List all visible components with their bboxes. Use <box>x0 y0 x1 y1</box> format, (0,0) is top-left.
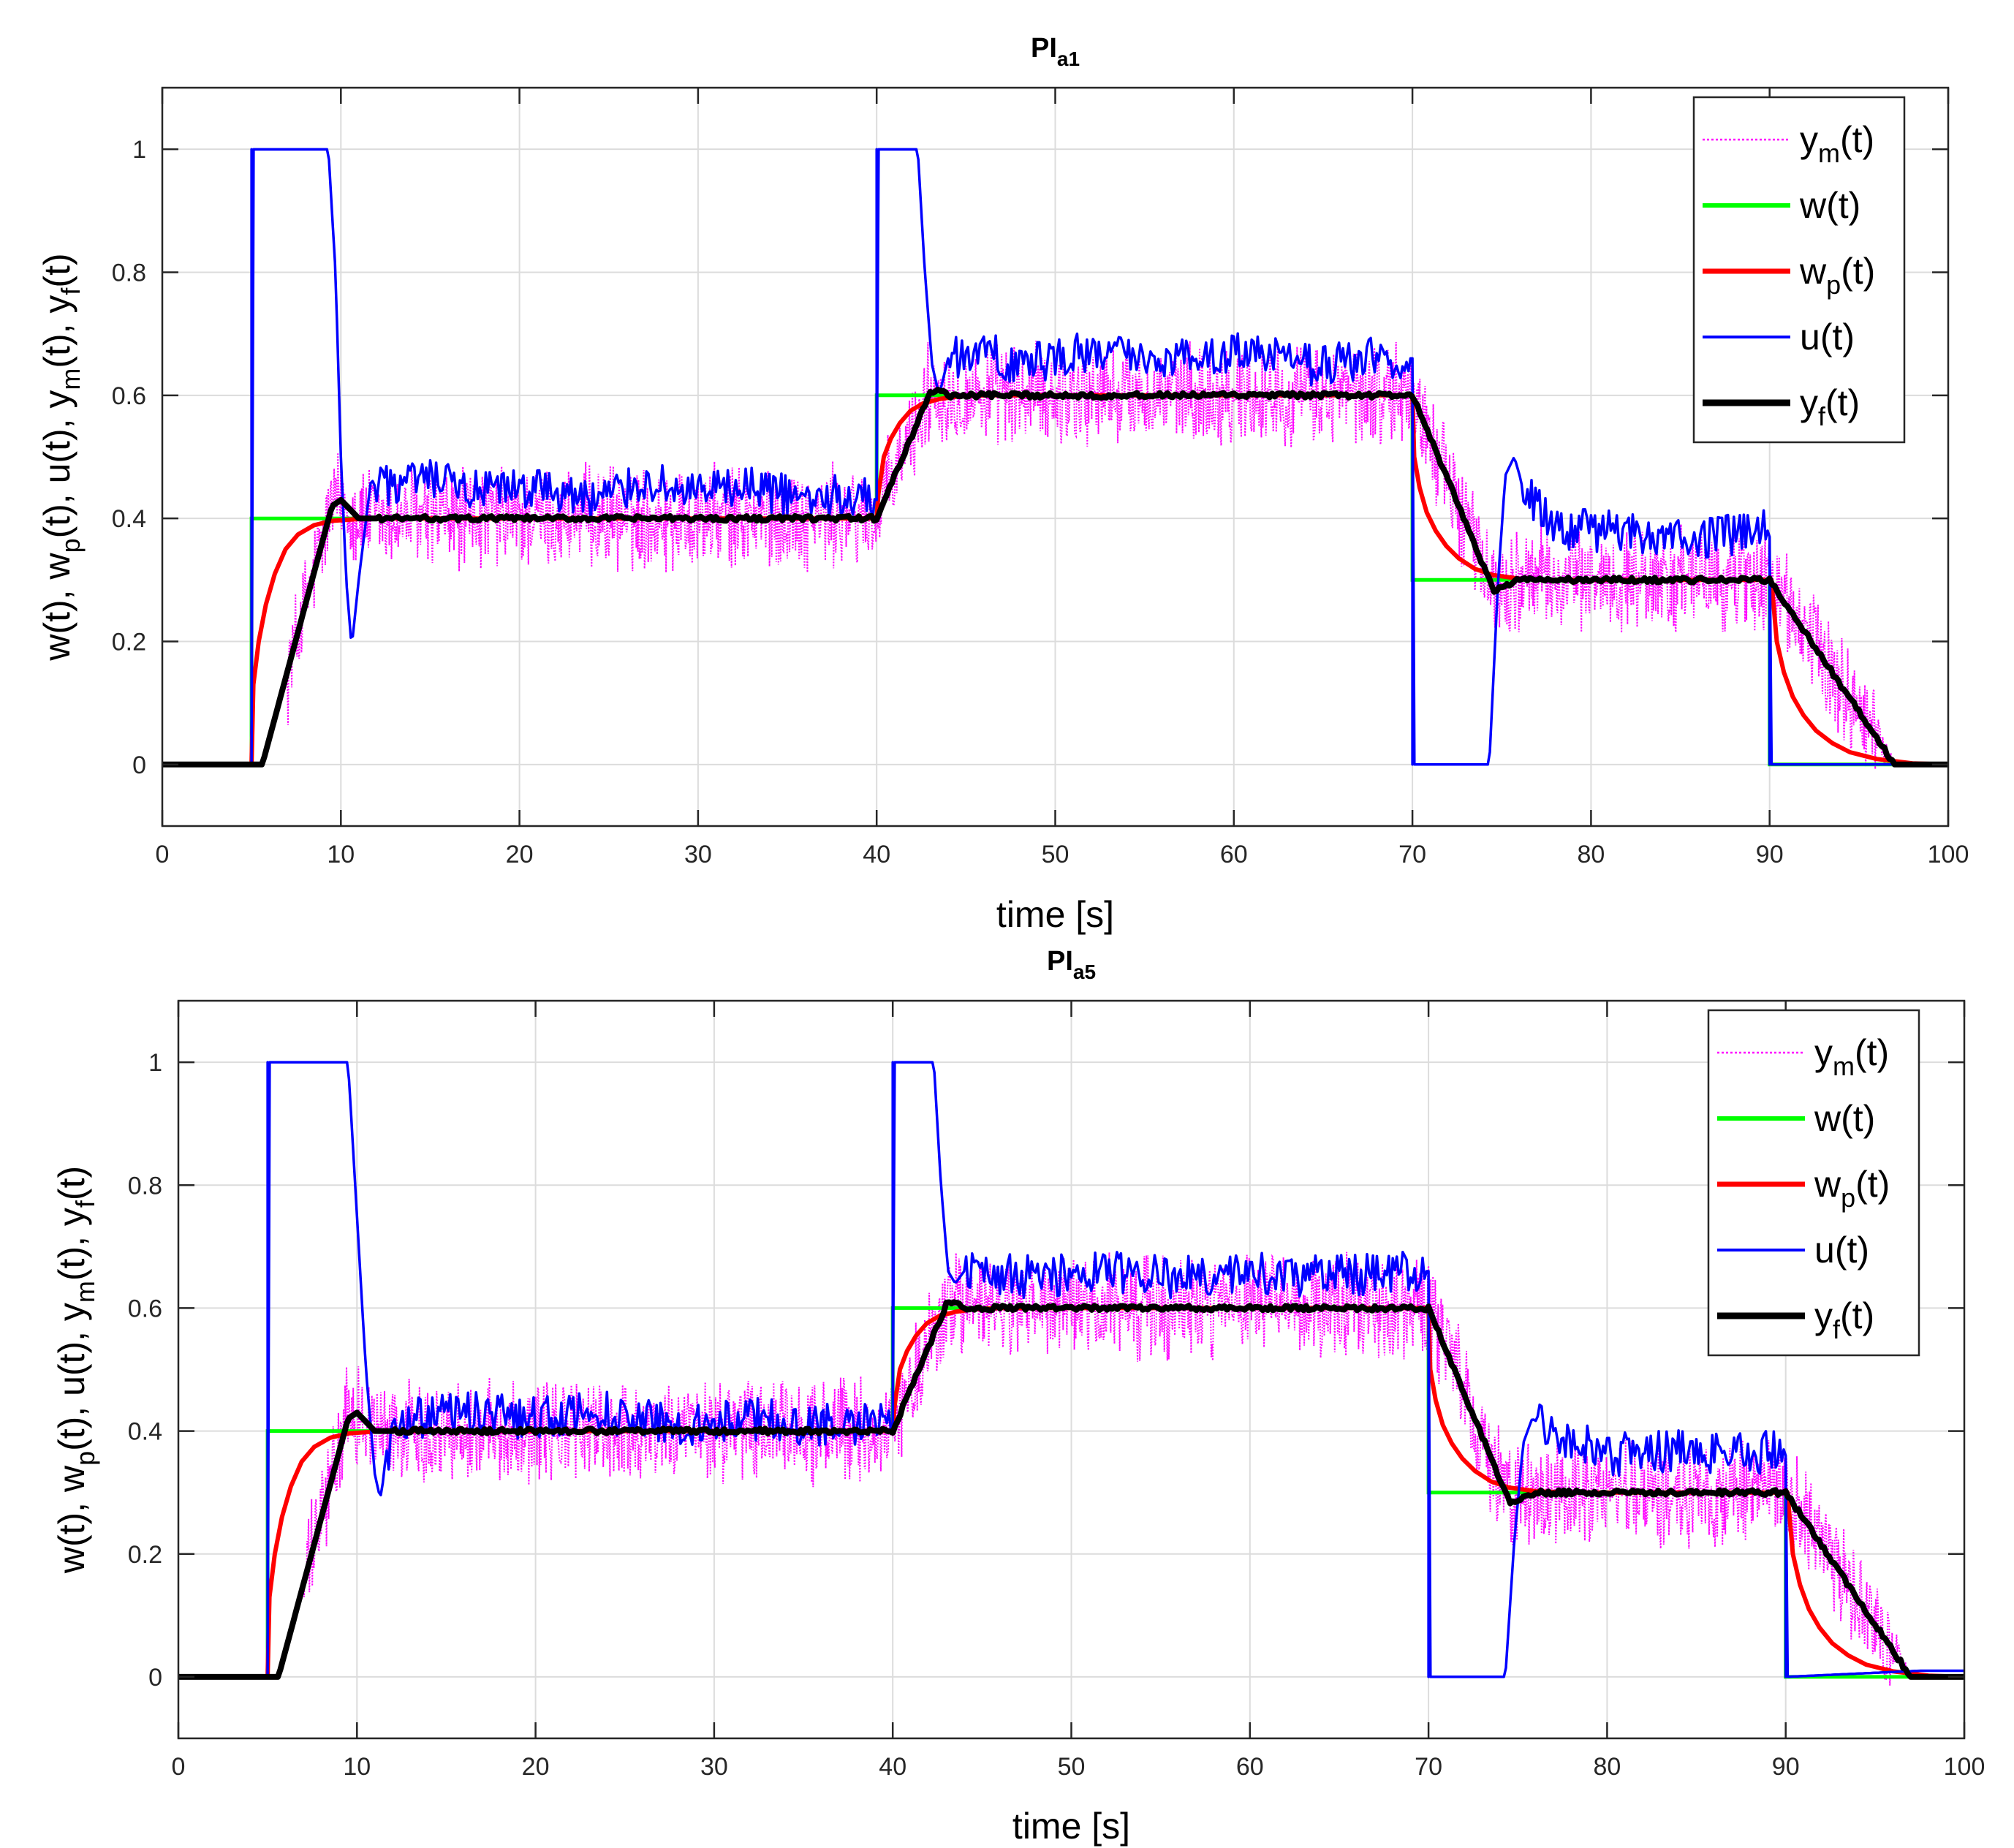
x-tick-label: 70 <box>1415 1753 1442 1781</box>
x-tick-label: 50 <box>1042 841 1070 868</box>
x-tick-label: 30 <box>700 1753 728 1781</box>
y-tick-label: 0.6 <box>112 382 146 410</box>
chart-pi-a5: 0 10 20 30 40 50 60 70 80 90 100 0 0.2 0.4 0.6 0.8 1 PIa5… <box>51 946 1985 1847</box>
series-u-line <box>178 1061 1964 1678</box>
legend: ym(t) w(t) wp(t) u(t) yf(t) <box>1692 96 1906 444</box>
x-tick-label: 50 <box>1058 1753 1086 1781</box>
y-tick-label: 0 <box>148 1664 162 1692</box>
x-tick-label: 60 <box>1220 841 1248 868</box>
y-axis-label: w(t), wp(t), u(t), ym(t), yf(t) <box>51 1166 100 1574</box>
legend-label-wp: wp(t) <box>1814 1164 1890 1213</box>
x-tick-label: 20 <box>506 841 534 868</box>
y-tick-label: 1 <box>132 136 146 164</box>
legend-label-yf: yf(t) <box>1814 1295 1874 1344</box>
x-tick-label: 90 <box>1756 841 1784 868</box>
x-axis-label: time [s] <box>996 894 1114 935</box>
x-tick-label: 100 <box>1944 1753 1985 1781</box>
x-tick-label: 90 <box>1772 1753 1800 1781</box>
chart-title: PIa5 <box>1047 946 1096 983</box>
plot-series-group <box>162 148 1948 769</box>
y-tick-label: 0.2 <box>112 629 146 656</box>
y-axis-label: w(t), wp(t), u(t), ym(t), yf(t) <box>37 253 86 661</box>
x-tick-label: 30 <box>684 841 712 868</box>
series-yf-line <box>162 387 1948 768</box>
x-tick-label: 0 <box>156 841 170 868</box>
x-tick-label: 40 <box>863 841 890 868</box>
series-u-line <box>162 148 1948 766</box>
x-tick-label: 0 <box>172 1753 186 1781</box>
legend-label-yf: yf(t) <box>1800 382 1860 431</box>
chart-title: PIa1 <box>1031 33 1080 70</box>
chart-pi-a1: 0 10 20 30 40 50 60 70 80 90 100 0 0.2 0.4 0.6 0.8 1 PIa1… <box>37 33 1969 935</box>
legend-label-w: w(t) <box>1799 185 1860 226</box>
x-tick-label: 80 <box>1577 841 1605 868</box>
y-tick-label: 1 <box>148 1049 162 1077</box>
y-tick-label: 0 <box>132 751 146 779</box>
x-tick-label: 80 <box>1593 1753 1621 1781</box>
x-tick-label: 60 <box>1236 1753 1264 1781</box>
y-tick-label: 0.8 <box>112 260 146 287</box>
x-tick-label: 10 <box>327 841 355 868</box>
series-yf-line <box>178 1299 1964 1680</box>
x-tick-label: 40 <box>879 1753 906 1781</box>
x-tick-label: 100 <box>1928 841 1969 868</box>
legend-label-ym: ym(t) <box>1814 1032 1889 1081</box>
y-tick-label: 0.4 <box>112 505 146 533</box>
plot-series-group <box>178 1061 1964 1686</box>
legend-label-ym: ym(t) <box>1800 119 1874 168</box>
y-tick-label: 0.8 <box>128 1172 162 1200</box>
x-tick-label: 10 <box>343 1753 371 1781</box>
x-axis-label: time [s] <box>1012 1806 1130 1847</box>
y-tick-label: 0.6 <box>128 1295 162 1322</box>
legend: ym(t) w(t) wp(t) u(t) yf(t) <box>1707 1009 1920 1357</box>
y-tick-label: 0.2 <box>128 1541 162 1569</box>
legend-label-wp: wp(t) <box>1799 251 1875 300</box>
legend-label-u: u(t) <box>1814 1230 1869 1270</box>
x-tick-label: 70 <box>1398 841 1426 868</box>
legend-label-w: w(t) <box>1814 1098 1875 1139</box>
series-ym-line <box>178 1251 1964 1686</box>
x-tick-label: 20 <box>522 1753 550 1781</box>
y-tick-label: 0.4 <box>128 1418 162 1446</box>
legend-label-u: u(t) <box>1800 317 1855 357</box>
